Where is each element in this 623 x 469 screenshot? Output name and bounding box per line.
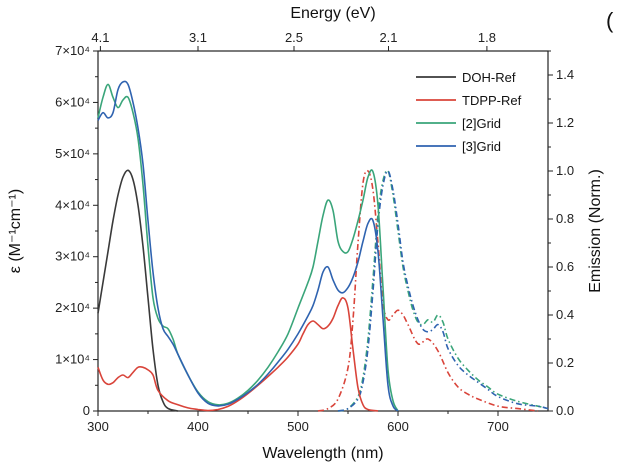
series-line-3grid-emission — [337, 170, 549, 412]
y-tick-label: 6×10⁴ — [55, 94, 90, 109]
panel-label: ( — [606, 8, 614, 33]
y-tick-label: 7×10⁴ — [55, 43, 90, 58]
right-axis-title: Emission (Norm.) — [587, 169, 604, 293]
y-tick-label: 4×10⁴ — [55, 197, 90, 212]
legend-label: TDPP-Ref — [462, 93, 522, 108]
x-tick-label: 700 — [487, 419, 509, 434]
right-tick-label: 0.0 — [556, 403, 574, 418]
x-tick-label: 500 — [287, 419, 309, 434]
y-tick-label: 1×10⁴ — [55, 352, 90, 367]
top-tick-label: 2.5 — [285, 30, 303, 45]
series-line-tdpp-ref-emission — [317, 169, 539, 412]
top-tick-label: 4.1 — [91, 30, 109, 45]
series-line-2grid — [97, 83, 399, 412]
right-tick-label: 1.0 — [556, 163, 574, 178]
legend-label: [2]Grid — [462, 116, 501, 131]
legend-label: DOH-Ref — [462, 70, 516, 85]
top-tick-label: 1.8 — [478, 30, 496, 45]
x-tick-label: 300 — [87, 419, 109, 434]
right-tick-label: 0.8 — [556, 211, 574, 226]
series-line-doh-ref — [97, 169, 179, 412]
x-tick-label: 600 — [387, 419, 409, 434]
x-axis-title: Wavelength (nm) — [262, 445, 383, 462]
right-tick-label: 1.2 — [556, 115, 574, 130]
y-tick-label: 2×10⁴ — [55, 300, 90, 315]
top-tick-label: 3.1 — [189, 30, 207, 45]
tick-layer: 300 400 500 600 700 4.1 3.1 2.5 2.1 1.8 0 1×10⁴ 2×10… — [55, 30, 574, 434]
y-tick-label: 5×10⁴ — [55, 146, 90, 161]
series-line-3grid — [97, 80, 399, 412]
y-tick-label: 0 — [83, 403, 90, 418]
top-tick-label: 2.1 — [379, 30, 397, 45]
series-line-tdpp-ref — [97, 297, 379, 412]
y-axis-title: ε (M⁻¹cm⁻¹) — [7, 189, 24, 273]
y-tick-label: 3×10⁴ — [55, 249, 90, 264]
series-line-2grid-emission — [337, 169, 549, 412]
right-tick-label: 1.4 — [556, 67, 574, 82]
top-axis-title: Energy (eV) — [290, 5, 375, 22]
right-tick-label: 0.6 — [556, 259, 574, 274]
series-layer — [97, 80, 549, 412]
legend: DOH-Ref TDPP-Ref [2]Grid [3]Grid — [416, 70, 522, 154]
right-tick-label: 0.4 — [556, 307, 574, 322]
x-tick-label: 400 — [187, 419, 209, 434]
right-tick-label: 0.2 — [556, 355, 574, 370]
legend-label: [3]Grid — [462, 139, 501, 154]
